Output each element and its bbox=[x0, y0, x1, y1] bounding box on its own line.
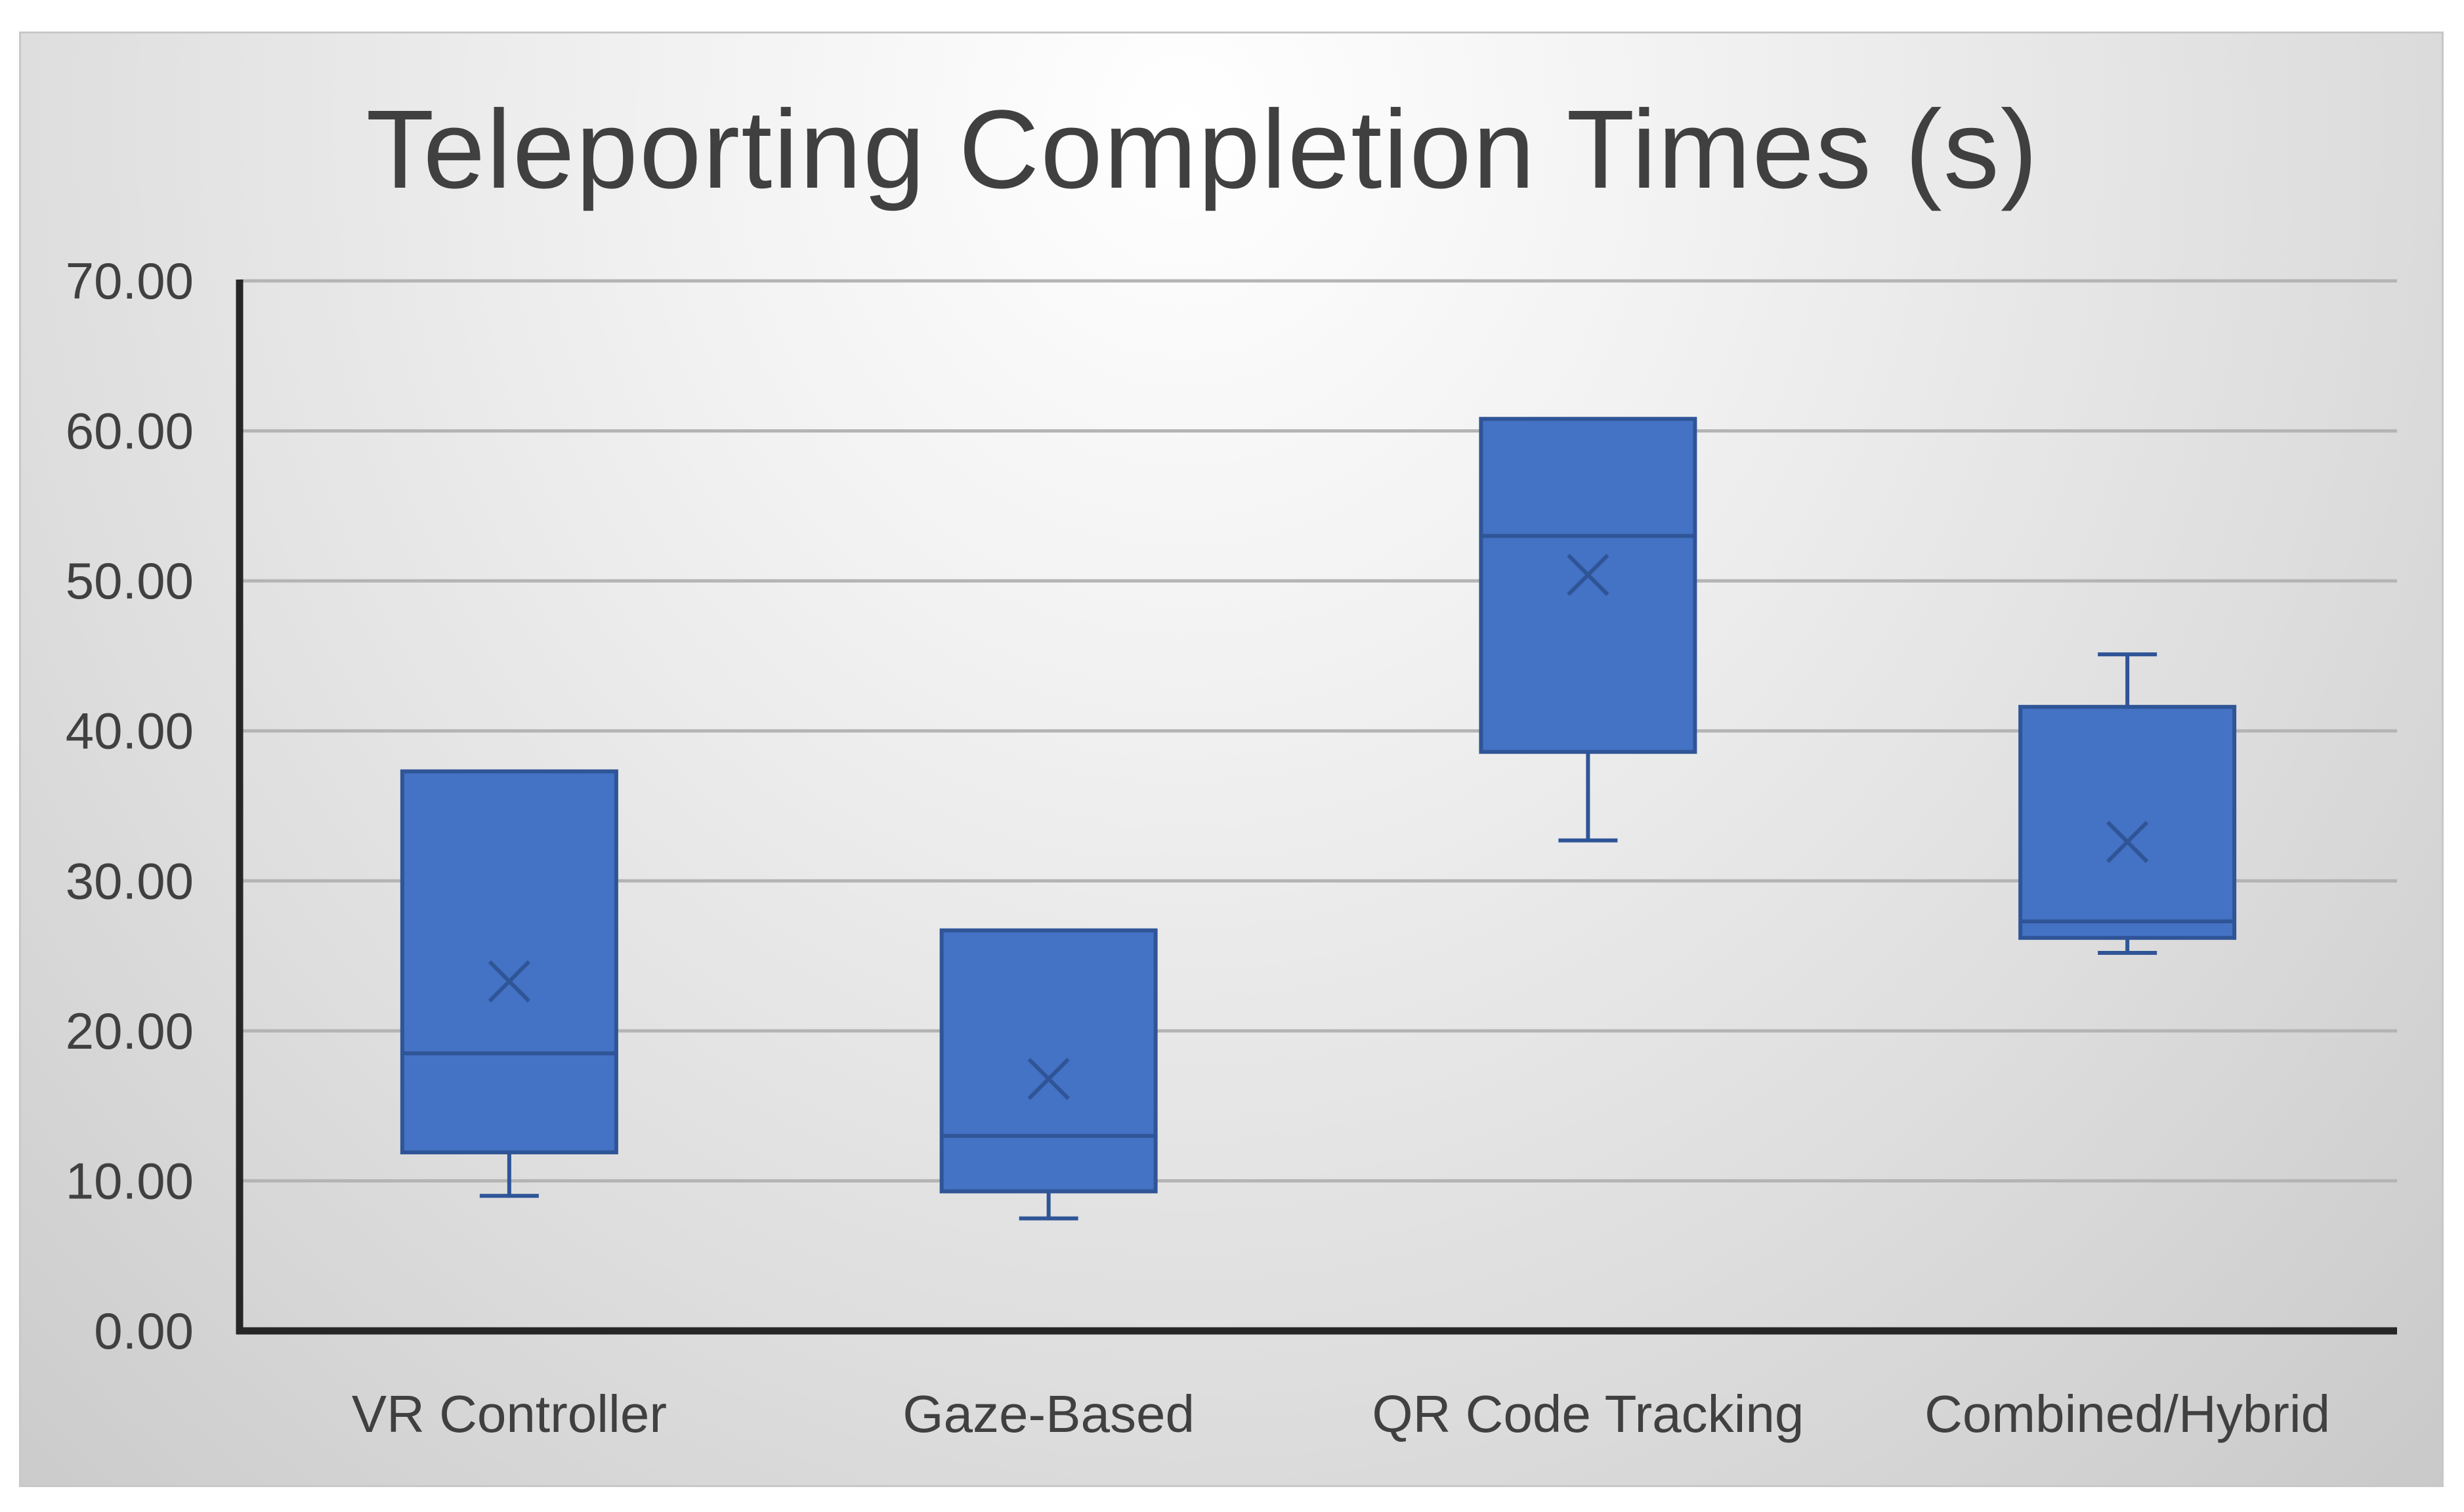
box-iqr bbox=[400, 769, 618, 1154]
box-iqr bbox=[939, 928, 1158, 1194]
y-tick-label: 20.00 bbox=[66, 1002, 194, 1060]
mean-marker bbox=[488, 960, 530, 1003]
y-tick-label: 30.00 bbox=[66, 852, 194, 910]
box-plot bbox=[2018, 652, 2237, 955]
mean-marker bbox=[1567, 553, 1609, 597]
y-tick-label: 10.00 bbox=[66, 1152, 194, 1209]
axes bbox=[236, 280, 2397, 1335]
x-category-label: Combined/Hybrid bbox=[1924, 1385, 2330, 1443]
box-plot bbox=[1479, 417, 1697, 843]
box-iqr bbox=[1479, 417, 1697, 754]
y-tick-label: 50.00 bbox=[66, 552, 194, 610]
box-series bbox=[400, 417, 2237, 1221]
y-tick-labels: 0.00 10.00 20.00 30.00 40.00 50.00 60.00 70.00 bbox=[66, 252, 194, 1360]
box-plot bbox=[939, 928, 1158, 1221]
mean-marker bbox=[1027, 1057, 1070, 1101]
chart-title: Teleporting Completion Times (s) bbox=[366, 87, 2039, 212]
box-iqr bbox=[2018, 705, 2237, 940]
x-category-label: VR Controller bbox=[352, 1385, 667, 1443]
x-category-labels: VR Controller Gaze-Based QR Code Tracking C… bbox=[352, 1385, 2330, 1443]
y-tick-label: 0.00 bbox=[94, 1302, 194, 1360]
y-tick-label: 60.00 bbox=[66, 402, 194, 460]
x-category-label: QR Code Tracking bbox=[1372, 1385, 1804, 1443]
x-category-label: Gaze-Based bbox=[903, 1385, 1195, 1443]
mean-marker bbox=[2106, 820, 2149, 863]
y-tick-label: 70.00 bbox=[66, 252, 194, 310]
y-tick-label: 40.00 bbox=[66, 702, 194, 760]
box-plot bbox=[400, 769, 618, 1198]
